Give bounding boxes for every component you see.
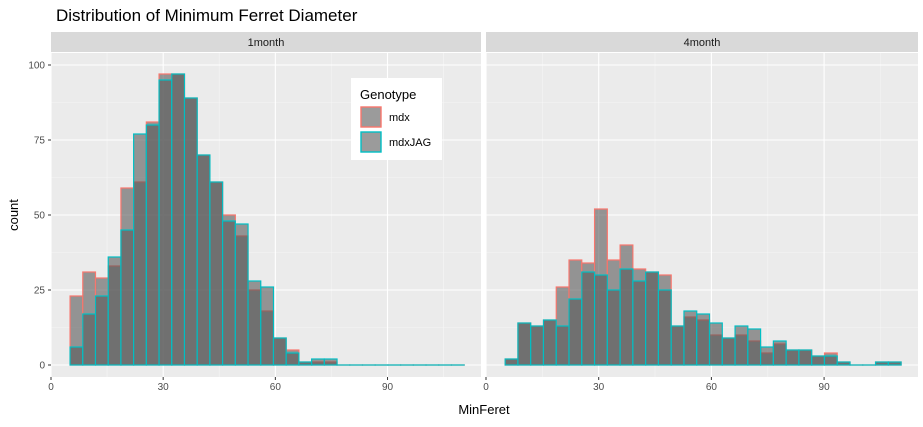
x-tick-label: 60 bbox=[706, 382, 718, 393]
legend: Genotype mdx mdxJAG bbox=[351, 78, 442, 160]
histogram-bar-mdxJAG bbox=[504, 358, 519, 366]
legend-label-mdx: mdx bbox=[389, 112, 410, 124]
x-tick-label: 0 bbox=[48, 382, 54, 393]
x-tick-label: 90 bbox=[819, 382, 831, 393]
x-axis-ticks: 0 30 60 90 bbox=[483, 377, 830, 393]
histogram-bar-mdxJAG bbox=[260, 286, 275, 366]
x-tick-label: 60 bbox=[270, 382, 282, 393]
histogram-bar-mdxJAG bbox=[298, 361, 313, 366]
histogram-bar-mdxJAG bbox=[222, 220, 236, 366]
histogram-bar-mdxJAG bbox=[209, 181, 224, 366]
facet-strip-1month bbox=[51, 32, 481, 52]
histogram-bar-mdxJAG bbox=[734, 325, 749, 366]
histogram-bar-mdxJAG bbox=[107, 256, 122, 366]
histogram-bar-mdxJAG bbox=[721, 337, 736, 366]
legend-title: Genotype bbox=[360, 87, 416, 102]
y-axis-title: count bbox=[6, 199, 21, 231]
y-tick-label: 25 bbox=[34, 286, 46, 297]
legend-key-mdx bbox=[360, 106, 382, 128]
histogram-bar-mdxJAG bbox=[120, 229, 135, 366]
histogram-bar-mdxJAG bbox=[823, 355, 838, 366]
histogram-bar-mdxJAG bbox=[657, 289, 672, 366]
facet-panel-4month: 4month 0 30 60 90 bbox=[483, 32, 918, 393]
legend-key-mdxJAG bbox=[360, 131, 382, 153]
x-axis-title: MinFeret bbox=[458, 402, 510, 417]
legend-label-mdxJAG: mdxJAG bbox=[389, 137, 431, 149]
histogram-bar-mdxJAG bbox=[708, 322, 723, 366]
x-axis-ticks: 0 30 60 90 bbox=[48, 377, 394, 393]
histogram-bar-mdxJAG bbox=[158, 79, 173, 366]
histogram-bar-mdxJAG bbox=[887, 361, 902, 366]
chart-title: Distribution of Minimum Ferret Diameter bbox=[56, 6, 358, 25]
histogram-bar-mdxJAG bbox=[645, 271, 660, 366]
histogram-bar-mdxJAG bbox=[836, 361, 851, 366]
histogram-bar-mdxJAG bbox=[555, 325, 570, 366]
histogram-bar-mdxJAG bbox=[311, 358, 325, 366]
histogram-bar-mdxJAG bbox=[696, 313, 711, 366]
y-tick-label: 0 bbox=[39, 361, 45, 372]
bars-mdxJAG bbox=[69, 73, 465, 366]
histogram-bar-mdxJAG bbox=[772, 340, 787, 366]
histogram-bar-mdxJAG bbox=[272, 337, 287, 366]
histogram-bar-mdxJAG bbox=[196, 154, 211, 366]
y-tick-label: 100 bbox=[28, 61, 45, 72]
histogram-bar-mdxJAG bbox=[69, 346, 84, 366]
bars-mdxJAG bbox=[504, 268, 902, 366]
histogram-bar-mdxJAG bbox=[568, 298, 583, 366]
histogram-bar-mdxJAG bbox=[542, 319, 557, 366]
y-tick-label: 50 bbox=[34, 211, 46, 222]
histogram-bar-mdxJAG bbox=[530, 325, 545, 366]
histogram-bar-mdxJAG bbox=[517, 322, 532, 366]
histogram-bar-mdxJAG bbox=[670, 325, 685, 366]
histogram-bar-mdxJAG bbox=[760, 346, 774, 366]
histogram-bar-mdxJAG bbox=[683, 310, 698, 366]
histogram-bar-mdxJAG bbox=[619, 268, 634, 366]
histogram-bar-mdxJAG bbox=[785, 349, 800, 366]
y-axis-ticks: 0 25 50 75 100 bbox=[28, 61, 51, 372]
x-tick-label: 30 bbox=[158, 382, 170, 393]
histogram-bar-mdxJAG bbox=[94, 295, 109, 366]
histogram-bar-mdxJAG bbox=[82, 313, 97, 366]
y-tick-label: 75 bbox=[34, 136, 46, 147]
histogram-bar-mdxJAG bbox=[171, 73, 186, 366]
histogram-bar-mdxJAG bbox=[247, 280, 262, 366]
histogram-bar-mdxJAG bbox=[581, 271, 596, 366]
facet-strip-4month bbox=[486, 32, 918, 52]
x-tick-label: 30 bbox=[593, 382, 605, 393]
histogram-bar-mdxJAG bbox=[234, 223, 249, 366]
histogram-bar-mdxJAG bbox=[747, 328, 762, 366]
histogram-bar-mdxJAG bbox=[632, 280, 647, 366]
histogram-bar-mdxJAG bbox=[133, 133, 147, 366]
x-tick-label: 90 bbox=[382, 382, 394, 393]
histogram-bar-mdxJAG bbox=[811, 355, 826, 366]
histogram-bar-mdxJAG bbox=[593, 274, 608, 366]
histogram-bar-mdxJAG bbox=[183, 97, 198, 366]
histogram-bar-mdxJAG bbox=[145, 124, 160, 366]
x-tick-label: 0 bbox=[483, 382, 489, 393]
facet-label-4month: 4month bbox=[684, 37, 721, 49]
histogram-bar-mdxJAG bbox=[798, 349, 813, 366]
facet-label-1month: 1month bbox=[248, 37, 285, 49]
histogram-bar-mdxJAG bbox=[323, 358, 338, 366]
histogram-bar-mdxJAG bbox=[285, 352, 300, 366]
histogram-bar-mdxJAG bbox=[606, 289, 621, 366]
histogram-bar-mdxJAG bbox=[874, 361, 889, 366]
